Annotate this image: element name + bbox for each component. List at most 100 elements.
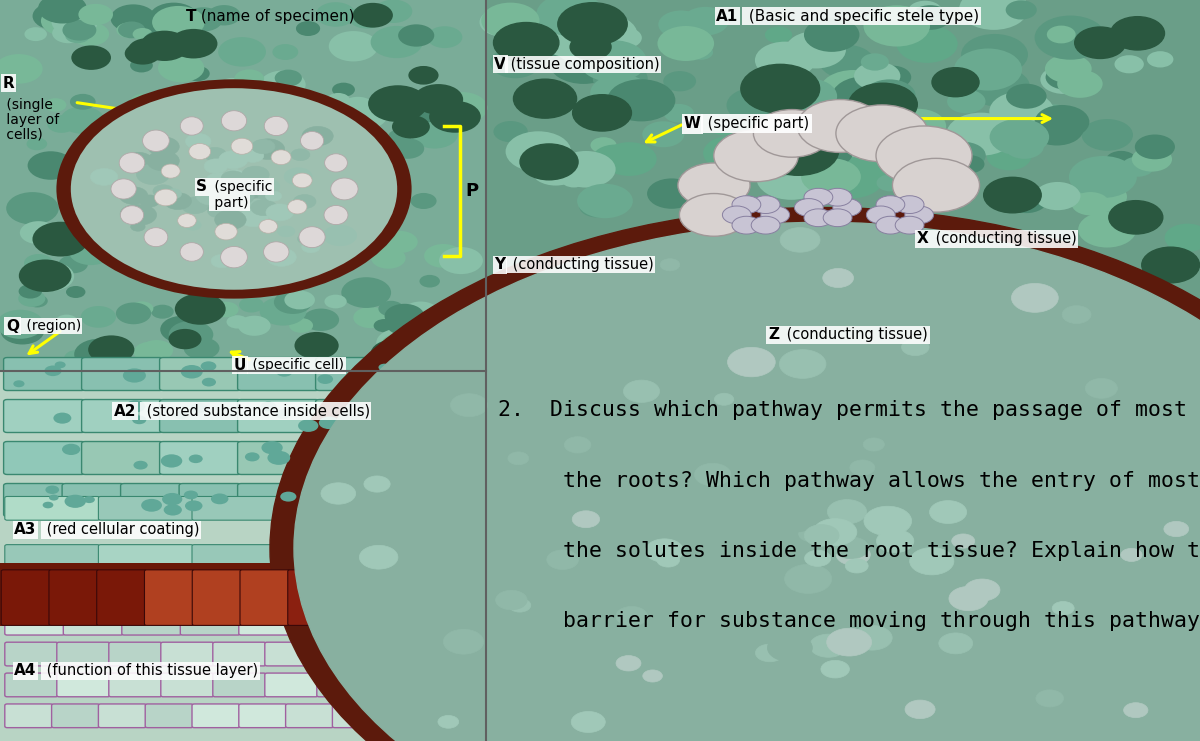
Circle shape <box>204 159 228 173</box>
FancyBboxPatch shape <box>98 496 193 520</box>
Ellipse shape <box>221 110 247 131</box>
Circle shape <box>41 6 91 36</box>
Circle shape <box>820 70 887 112</box>
Circle shape <box>798 134 853 169</box>
Circle shape <box>670 599 692 612</box>
Circle shape <box>836 105 928 162</box>
Circle shape <box>74 339 125 370</box>
Circle shape <box>281 491 296 502</box>
Circle shape <box>260 402 276 411</box>
Circle shape <box>827 628 871 656</box>
Circle shape <box>826 30 851 46</box>
Circle shape <box>142 16 172 33</box>
Circle shape <box>1 318 44 345</box>
Circle shape <box>571 711 605 733</box>
Circle shape <box>942 142 985 169</box>
Circle shape <box>116 302 151 325</box>
Circle shape <box>1045 54 1092 83</box>
Circle shape <box>548 41 618 84</box>
Circle shape <box>408 345 434 361</box>
Circle shape <box>184 491 198 499</box>
FancyBboxPatch shape <box>238 399 319 433</box>
Circle shape <box>852 93 894 119</box>
FancyBboxPatch shape <box>421 673 474 697</box>
FancyBboxPatch shape <box>4 484 66 516</box>
Circle shape <box>186 133 211 149</box>
Circle shape <box>44 98 66 112</box>
FancyBboxPatch shape <box>265 642 318 666</box>
Circle shape <box>270 207 1200 741</box>
Ellipse shape <box>120 206 144 225</box>
Circle shape <box>764 27 792 43</box>
Circle shape <box>196 185 228 205</box>
Circle shape <box>378 301 403 316</box>
Circle shape <box>181 365 203 379</box>
Circle shape <box>1046 26 1075 44</box>
Circle shape <box>223 170 246 184</box>
Circle shape <box>179 273 218 298</box>
Text: (stored substance inside cells): (stored substance inside cells) <box>142 404 370 419</box>
Circle shape <box>810 634 847 657</box>
Circle shape <box>751 196 780 213</box>
Circle shape <box>293 195 316 208</box>
Circle shape <box>952 534 974 548</box>
Circle shape <box>505 131 571 172</box>
Circle shape <box>480 8 526 36</box>
FancyBboxPatch shape <box>431 570 481 625</box>
Circle shape <box>392 115 430 139</box>
Circle shape <box>895 196 924 213</box>
Circle shape <box>215 210 246 230</box>
Circle shape <box>493 121 528 142</box>
Circle shape <box>118 21 145 39</box>
Circle shape <box>660 259 680 270</box>
Circle shape <box>823 268 853 288</box>
Circle shape <box>198 186 226 203</box>
Ellipse shape <box>178 213 197 227</box>
Circle shape <box>394 413 416 428</box>
Circle shape <box>721 143 758 166</box>
Circle shape <box>166 189 181 199</box>
Circle shape <box>378 364 390 371</box>
Ellipse shape <box>110 179 137 199</box>
Circle shape <box>412 339 439 356</box>
FancyBboxPatch shape <box>82 358 163 391</box>
Circle shape <box>1147 51 1174 67</box>
Circle shape <box>1049 23 1092 49</box>
Circle shape <box>845 559 868 573</box>
FancyBboxPatch shape <box>161 642 214 666</box>
Circle shape <box>1057 70 1103 98</box>
Text: P: P <box>466 182 479 200</box>
Circle shape <box>149 3 198 33</box>
Circle shape <box>6 192 59 225</box>
Circle shape <box>961 34 1028 76</box>
Text: A2: A2 <box>114 404 137 419</box>
Ellipse shape <box>215 223 238 240</box>
Circle shape <box>391 139 425 159</box>
Circle shape <box>848 83 917 125</box>
FancyBboxPatch shape <box>192 496 287 520</box>
Circle shape <box>689 45 713 60</box>
Circle shape <box>148 137 179 156</box>
Circle shape <box>110 4 156 33</box>
Circle shape <box>132 416 146 424</box>
Circle shape <box>168 329 202 349</box>
Circle shape <box>19 284 42 299</box>
Circle shape <box>122 152 154 171</box>
Circle shape <box>205 173 234 190</box>
Circle shape <box>188 454 203 463</box>
Circle shape <box>1006 187 1048 213</box>
FancyBboxPatch shape <box>64 611 124 635</box>
Circle shape <box>509 599 530 612</box>
FancyBboxPatch shape <box>238 442 319 474</box>
Circle shape <box>120 205 150 223</box>
Circle shape <box>722 206 751 224</box>
Text: R: R <box>2 76 14 90</box>
Circle shape <box>208 5 240 25</box>
Circle shape <box>130 59 152 73</box>
Circle shape <box>876 216 905 234</box>
Circle shape <box>238 178 258 191</box>
Circle shape <box>90 168 118 185</box>
Circle shape <box>332 83 355 97</box>
Circle shape <box>866 206 895 224</box>
Circle shape <box>414 84 463 115</box>
